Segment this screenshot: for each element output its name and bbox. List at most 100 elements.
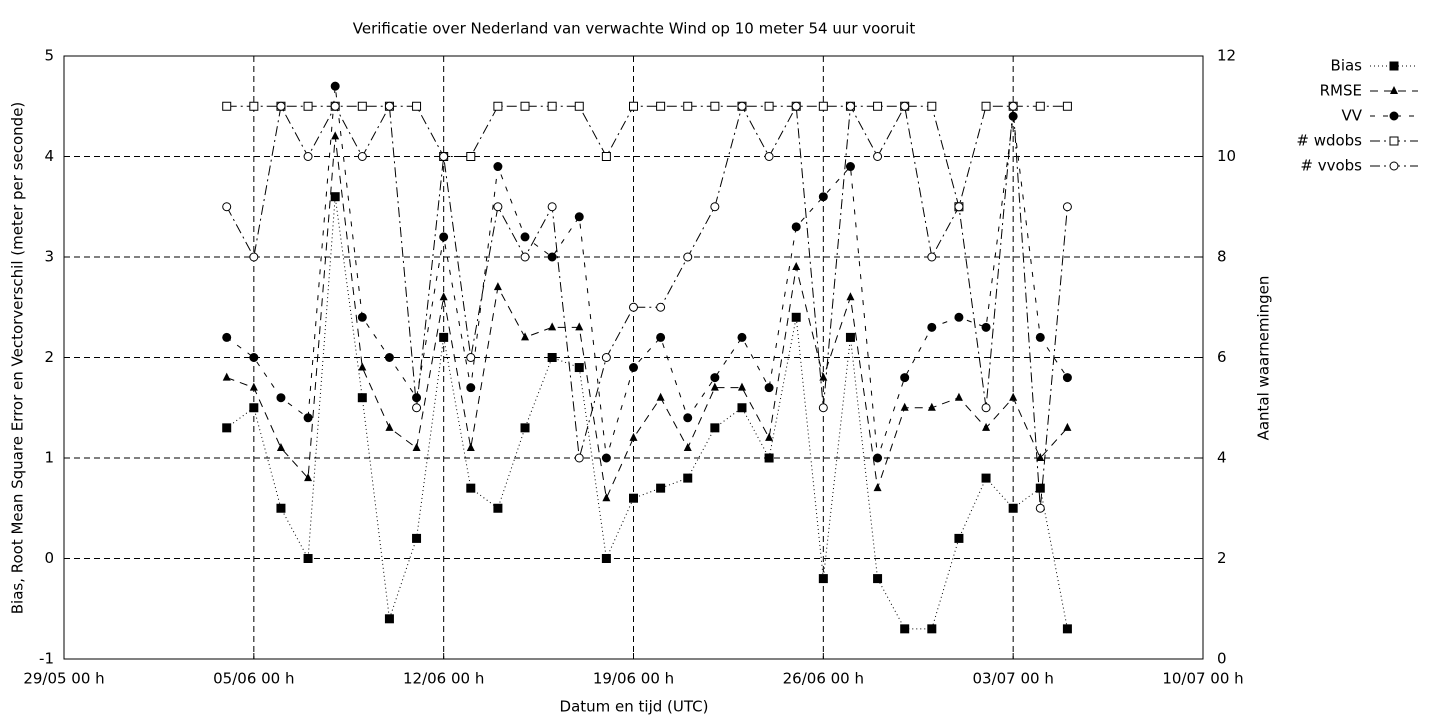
data-point xyxy=(602,493,611,502)
data-point xyxy=(873,574,883,584)
data-point xyxy=(737,101,747,111)
data-point xyxy=(656,392,665,401)
data-point xyxy=(249,353,259,362)
data-point xyxy=(547,252,557,262)
data-point xyxy=(656,101,666,111)
data-point xyxy=(357,152,367,161)
data-point xyxy=(927,322,937,332)
data-point xyxy=(656,483,666,493)
data-point xyxy=(683,413,693,423)
data-point xyxy=(276,503,286,513)
y-axis-label: Bias, Root Mean Square Error en Vectorve… xyxy=(9,102,27,615)
series-line xyxy=(226,136,1068,500)
data-point xyxy=(845,101,855,111)
data-point xyxy=(981,403,991,413)
data-point xyxy=(1062,373,1072,383)
series-line xyxy=(226,104,1068,509)
data-point xyxy=(439,152,449,161)
data-point xyxy=(385,422,394,431)
x-tick-label: 29/05 00 h xyxy=(23,670,104,688)
data-point xyxy=(954,392,963,401)
data-point xyxy=(710,382,719,391)
data-point xyxy=(900,402,909,411)
legend-label: Bias xyxy=(1331,57,1363,75)
data-point xyxy=(520,101,530,111)
data-point xyxy=(1035,503,1045,513)
data-point xyxy=(303,413,313,423)
y-tick-label: 3 xyxy=(44,248,54,266)
legend-marker xyxy=(1389,111,1399,121)
data-point xyxy=(601,152,611,161)
data-point xyxy=(601,554,611,563)
data-point xyxy=(927,252,937,262)
y-tick-label: 1 xyxy=(44,449,54,467)
data-point xyxy=(303,152,313,161)
y-tick-label: 0 xyxy=(44,549,54,567)
data-point xyxy=(1035,101,1045,111)
data-point xyxy=(439,232,449,242)
data-point xyxy=(222,423,232,433)
data-point xyxy=(846,292,855,301)
data-point xyxy=(520,232,530,242)
data-point xyxy=(629,432,638,441)
data-point xyxy=(547,202,557,212)
y-tick-label: 2 xyxy=(44,348,54,366)
y2-tick-label: 8 xyxy=(1217,248,1227,266)
data-point xyxy=(1009,392,1018,401)
data-point xyxy=(818,574,828,584)
legend-marker xyxy=(1389,61,1399,71)
data-point xyxy=(764,101,774,111)
data-point xyxy=(900,101,910,111)
data-point xyxy=(683,252,693,262)
data-point xyxy=(493,503,503,513)
data-point xyxy=(331,131,340,140)
data-point xyxy=(412,533,422,543)
x-tick-label: 05/06 00 h xyxy=(213,670,294,688)
data-point xyxy=(466,353,476,362)
data-point xyxy=(737,382,746,391)
data-point xyxy=(873,483,882,492)
data-point xyxy=(764,152,774,161)
data-point xyxy=(547,101,557,111)
data-point xyxy=(412,393,422,403)
data-point xyxy=(574,212,584,222)
data-point xyxy=(574,363,584,373)
data-point xyxy=(1062,202,1072,212)
data-point xyxy=(900,373,910,383)
data-point xyxy=(439,292,448,301)
data-point xyxy=(683,101,693,111)
data-point xyxy=(222,101,232,111)
data-point xyxy=(981,322,991,332)
data-point xyxy=(574,453,584,463)
data-point xyxy=(683,442,692,451)
data-point xyxy=(818,101,828,111)
data-point xyxy=(1036,453,1045,461)
data-point xyxy=(1062,101,1072,111)
data-point xyxy=(845,162,855,172)
data-point xyxy=(548,322,557,331)
data-point xyxy=(710,101,720,111)
data-point xyxy=(601,453,611,463)
data-point xyxy=(384,101,394,111)
data-point xyxy=(900,624,910,634)
data-point xyxy=(710,373,720,383)
data-point xyxy=(330,101,340,111)
y2-tick-label: 12 xyxy=(1217,47,1236,65)
data-point xyxy=(384,353,394,362)
data-point xyxy=(981,101,991,111)
data-point xyxy=(357,101,367,111)
y2-tick-label: 4 xyxy=(1217,449,1227,467)
y-tick-label: -1 xyxy=(39,650,54,668)
data-point xyxy=(981,473,991,483)
data-point xyxy=(954,312,964,322)
data-point xyxy=(357,393,367,403)
plot-frame xyxy=(63,55,1204,660)
y2-tick-label: 10 xyxy=(1217,147,1236,165)
data-point xyxy=(954,533,964,543)
data-point xyxy=(412,101,422,111)
data-point xyxy=(493,101,503,111)
data-point xyxy=(1008,101,1018,111)
series-line xyxy=(226,86,1068,459)
data-point xyxy=(249,403,259,413)
